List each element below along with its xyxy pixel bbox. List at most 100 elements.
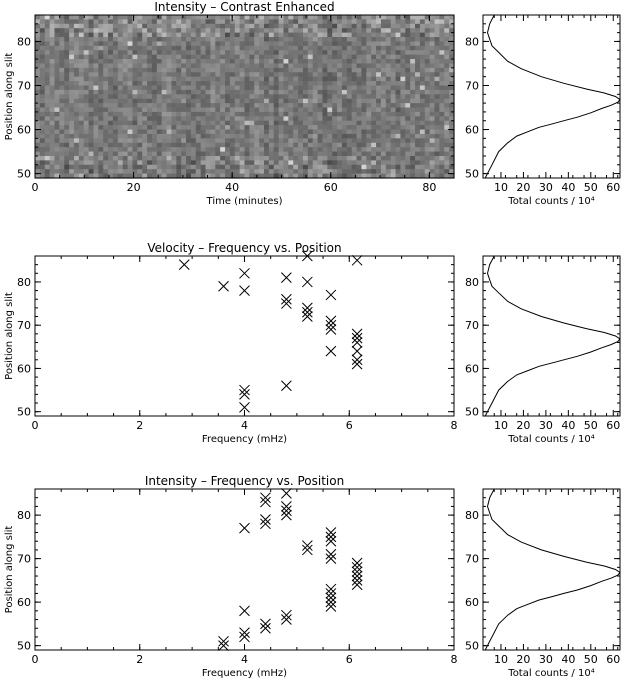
heatmap-cells bbox=[35, 15, 455, 179]
heatmap-cell bbox=[39, 98, 46, 104]
x-tick-label: 20 bbox=[127, 181, 141, 194]
heatmap-cell bbox=[385, 147, 392, 153]
heatmap-cell bbox=[444, 116, 450, 122]
heatmap-cell bbox=[190, 81, 197, 87]
heatmap-cell bbox=[229, 50, 236, 56]
heatmap-cell bbox=[142, 116, 148, 122]
heatmap-cell bbox=[390, 164, 397, 170]
heatmap-cell bbox=[112, 147, 119, 153]
heatmap-cell bbox=[278, 129, 285, 135]
heatmap-cell bbox=[112, 138, 119, 144]
heatmap-cell bbox=[385, 54, 392, 60]
heatmap-cell bbox=[190, 142, 197, 148]
heatmap-cell bbox=[54, 142, 60, 148]
heatmap-cell bbox=[385, 116, 392, 122]
heatmap-cell bbox=[332, 147, 338, 153]
heatmap-cell bbox=[49, 151, 56, 157]
heatmap-cell bbox=[288, 160, 294, 166]
heatmap-cell bbox=[366, 151, 372, 157]
heatmap-cell bbox=[142, 76, 148, 82]
heatmap-cell bbox=[39, 107, 46, 113]
heatmap-cell bbox=[49, 28, 56, 34]
heatmap-cell bbox=[312, 41, 319, 47]
heatmap-cell bbox=[298, 94, 304, 100]
heatmap-cell bbox=[181, 94, 187, 100]
heatmap-cell bbox=[147, 116, 153, 122]
heatmap-cell bbox=[78, 63, 85, 69]
x-tick-label: 10 bbox=[494, 419, 508, 432]
x-tick-label: 60 bbox=[606, 653, 620, 666]
heatmap-cell bbox=[327, 63, 333, 69]
scatter-point bbox=[260, 492, 271, 504]
heatmap-cell bbox=[337, 81, 343, 87]
heatmap-cell bbox=[293, 111, 299, 117]
heatmap-cell bbox=[376, 116, 382, 122]
heatmap-cell bbox=[429, 120, 436, 126]
heatmap-cell bbox=[298, 32, 304, 38]
heatmap-cell bbox=[317, 142, 324, 148]
heatmap-cell bbox=[103, 138, 109, 144]
heatmap-cell bbox=[142, 15, 148, 21]
heatmap-cell bbox=[268, 94, 275, 100]
heatmap-cell bbox=[410, 72, 416, 78]
y-tick-label: 60 bbox=[17, 124, 31, 137]
heatmap-cell bbox=[307, 103, 314, 109]
heatmap-cell bbox=[132, 72, 138, 78]
heatmap-cell bbox=[108, 37, 114, 43]
heatmap-cell bbox=[395, 32, 401, 38]
heatmap-cell bbox=[122, 28, 129, 34]
heatmap-cell bbox=[64, 81, 70, 87]
heatmap-cell bbox=[439, 107, 445, 113]
heatmap-cell bbox=[307, 147, 314, 153]
heatmap-cell bbox=[439, 111, 445, 117]
heatmap-cell bbox=[215, 151, 221, 157]
heatmap-cell bbox=[424, 125, 431, 131]
y-tick-label: 70 bbox=[17, 79, 31, 92]
heatmap-cell bbox=[205, 37, 211, 43]
heatmap-cell bbox=[293, 173, 299, 179]
heatmap-cell bbox=[64, 41, 70, 47]
heatmap-cell bbox=[415, 67, 421, 73]
x-axis-label: Total counts / 10⁴ bbox=[507, 196, 594, 207]
heatmap-cell bbox=[210, 76, 216, 82]
heatmap-cell bbox=[215, 98, 221, 104]
heatmap-cell bbox=[332, 23, 338, 29]
heatmap-cell bbox=[127, 81, 134, 87]
heatmap-cell bbox=[64, 116, 70, 122]
y-tick-label: 60 bbox=[465, 124, 479, 137]
heatmap-cell bbox=[302, 28, 309, 34]
heatmap-cell bbox=[73, 54, 80, 60]
heatmap-cell bbox=[83, 50, 90, 56]
heatmap-cell bbox=[93, 155, 99, 161]
heatmap-cell bbox=[229, 19, 236, 25]
heatmap-cell bbox=[78, 111, 85, 117]
heatmap-cell bbox=[190, 72, 197, 78]
heatmap-cell bbox=[449, 147, 455, 153]
heatmap-cell bbox=[186, 32, 192, 38]
heatmap-cell bbox=[341, 81, 348, 87]
heatmap-cell bbox=[298, 54, 304, 60]
heatmap-cell bbox=[181, 37, 187, 43]
heatmap-cell bbox=[205, 169, 211, 175]
heatmap-cell bbox=[54, 147, 60, 153]
heatmap-cell bbox=[380, 98, 387, 104]
heatmap-cell bbox=[205, 15, 211, 21]
heatmap-cell bbox=[210, 37, 216, 43]
heatmap-cell bbox=[244, 59, 250, 65]
heatmap-cell bbox=[419, 59, 426, 65]
heatmap-cell bbox=[117, 160, 124, 166]
heatmap-cell bbox=[376, 155, 382, 161]
heatmap-cell bbox=[434, 28, 440, 34]
heatmap-cell bbox=[186, 103, 192, 109]
heatmap-cell bbox=[200, 89, 207, 95]
heatmap-cell bbox=[322, 138, 328, 144]
heatmap-cell bbox=[307, 169, 314, 175]
heatmap-cell bbox=[293, 138, 299, 144]
heatmap-cell bbox=[405, 98, 411, 104]
heatmap-cell bbox=[283, 116, 289, 122]
heatmap-cell bbox=[254, 59, 260, 65]
heatmap-cell bbox=[337, 173, 343, 179]
heatmap-cell bbox=[283, 63, 289, 69]
heatmap-cell bbox=[385, 103, 392, 109]
heatmap-cell bbox=[88, 59, 95, 65]
